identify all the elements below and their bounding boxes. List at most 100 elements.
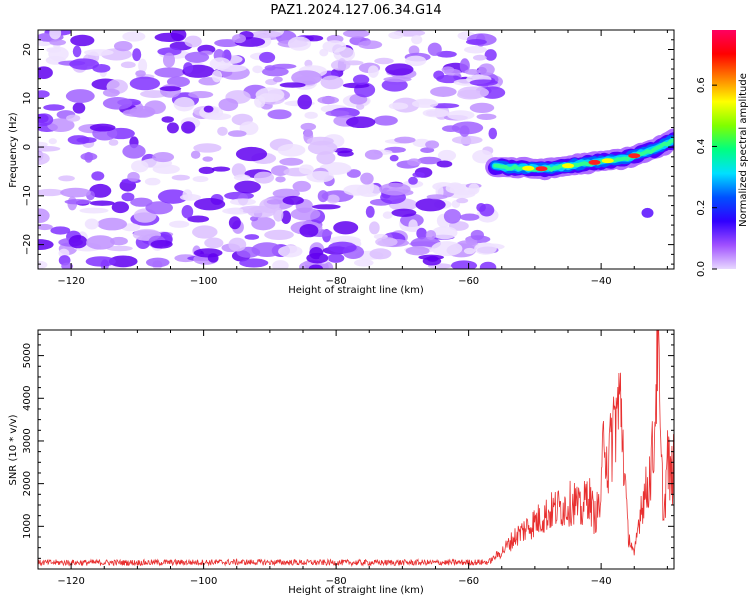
heatmap-noise-cell	[325, 110, 350, 117]
heatmap-noise-cell	[346, 116, 376, 129]
heatmap-noise-cell	[472, 54, 487, 61]
colorbar-gradient	[712, 30, 736, 269]
heatmap-x-tick-label: −120	[57, 276, 84, 287]
heatmap-noise-cell	[337, 150, 354, 157]
heatmap-noise-blobs	[38, 30, 506, 269]
snr-y-tick-label: 4000	[22, 386, 33, 411]
heatmap-noise-cell	[162, 52, 176, 68]
heatmap-noise-cell	[304, 111, 318, 119]
heatmap-noise-cell	[250, 30, 282, 38]
heatmap-noise-cell	[144, 177, 161, 186]
heatmap-noise-cell	[159, 86, 182, 92]
heatmap-noise-cell	[231, 163, 246, 178]
snr-x-tick-label: −60	[458, 576, 479, 587]
heatmap-noise-cell	[211, 69, 223, 83]
heatmap-noise-cell	[66, 114, 81, 122]
snr-y-tick-label: 2000	[22, 471, 33, 496]
heatmap-noise-cell	[290, 207, 321, 221]
heatmap-noise-cell	[433, 70, 445, 80]
heatmap-noise-cell	[469, 79, 498, 86]
heatmap-noise-cell	[84, 218, 99, 230]
colorbar-tick-label: 0.2	[696, 200, 707, 216]
heatmap-ridge-peak	[535, 166, 548, 172]
colorbar-tick-label: 0.4	[696, 138, 707, 154]
heatmap-noise-cell	[411, 99, 439, 108]
heatmap-noise-cell	[459, 213, 480, 221]
heatmap-x-tick-label: −100	[190, 276, 217, 287]
heatmap-noise-cell	[127, 171, 140, 182]
heatmap-noise-cell	[228, 237, 247, 252]
snr-y-tick-label: 3000	[22, 428, 33, 453]
heatmap-noise-cell	[122, 31, 146, 42]
heatmap-noise-cell	[479, 261, 497, 269]
heatmap-noise-cell	[38, 151, 50, 165]
heatmap-noise-cell	[279, 82, 306, 88]
heatmap-noise-cell	[72, 102, 86, 114]
heatmap-noise-cell	[89, 200, 115, 206]
heatmap-x-axis-label: Height of straight line (km)	[288, 285, 424, 296]
heatmap-noise-cell	[249, 216, 258, 222]
heatmap-y-tick-label: 10	[22, 92, 33, 105]
heatmap-signal-ridge	[485, 128, 674, 218]
heatmap-noise-cell	[389, 154, 399, 162]
heatmap-noise-cell	[388, 31, 404, 40]
heatmap-noise-cell	[122, 144, 146, 159]
heatmap-noise-cell	[49, 30, 62, 40]
heatmap-noise-cell	[60, 187, 91, 198]
heatmap-noise-cell	[464, 68, 481, 75]
heatmap-noise-cell	[108, 255, 138, 268]
heatmap-noise-cell	[50, 226, 71, 235]
heatmap-noise-cell	[431, 241, 463, 257]
heatmap-noise-cell	[187, 215, 210, 223]
heatmap-noise-cell	[49, 39, 67, 46]
snr-series-line	[38, 330, 674, 568]
heatmap-x-tick-label: −80	[326, 276, 347, 287]
heatmap-noise-cell	[255, 87, 285, 103]
heatmap-noise-cell	[425, 140, 440, 149]
heatmap-noise-cell	[451, 135, 483, 145]
heatmap-noise-cell	[234, 180, 261, 194]
heatmap-noise-cell	[106, 245, 133, 252]
heatmap-noise-cell	[430, 86, 457, 97]
heatmap-noise-cell	[306, 252, 329, 264]
heatmap-x-tick-label: −40	[591, 276, 612, 287]
heatmap-noise-cell	[204, 237, 224, 249]
heatmap-noise-cell	[431, 226, 458, 240]
heatmap-noise-cell	[330, 59, 351, 71]
heatmap-noise-cell	[353, 259, 374, 267]
heatmap-noise-cell	[182, 189, 193, 201]
heatmap-noise-cell	[346, 169, 361, 178]
colorbar-tick-label: 0.0	[696, 261, 707, 277]
heatmap-noise-cell	[244, 234, 260, 240]
heatmap-noise-cell	[450, 260, 478, 269]
heatmap-noise-cell	[445, 183, 466, 194]
heatmap-noise-cell	[198, 166, 215, 175]
heatmap-noise-cell	[102, 96, 133, 110]
heatmap-noise-cell	[84, 49, 114, 56]
heatmap-noise-cell	[108, 139, 119, 146]
snr-y-tick-label: 5000	[22, 343, 33, 368]
heatmap-ridge-peak	[562, 163, 574, 169]
heatmap-noise-cell	[138, 58, 148, 73]
snr-y-axis-label: SNR (10 * v/v)	[8, 414, 19, 485]
heatmap-noise-cell	[447, 110, 475, 121]
heatmap-noise-cell	[436, 160, 453, 168]
heatmap-noise-cell	[408, 176, 418, 185]
heatmap-noise-cell	[394, 136, 416, 144]
colorbar-label: Normalized spectral amplitude	[738, 73, 749, 227]
heatmap-noise-cell	[252, 65, 263, 74]
heatmap-noise-cell	[192, 175, 209, 183]
heatmap-noise-cell	[352, 74, 370, 85]
heatmap-noise-cell	[291, 70, 322, 86]
heatmap-noise-cell	[166, 122, 179, 134]
heatmap-noise-cell	[38, 113, 54, 126]
heatmap-noise-cell	[102, 88, 120, 97]
heatmap-noise-cell	[135, 70, 146, 77]
snr-x-tick-label: −80	[326, 576, 347, 587]
heatmap-noise-cell	[69, 58, 100, 70]
heatmap-x-tick-label: −60	[458, 276, 479, 287]
heatmap-noise-cell	[427, 42, 442, 56]
heatmap-noise-cell	[277, 143, 306, 157]
heatmap-noise-cell	[181, 205, 194, 219]
